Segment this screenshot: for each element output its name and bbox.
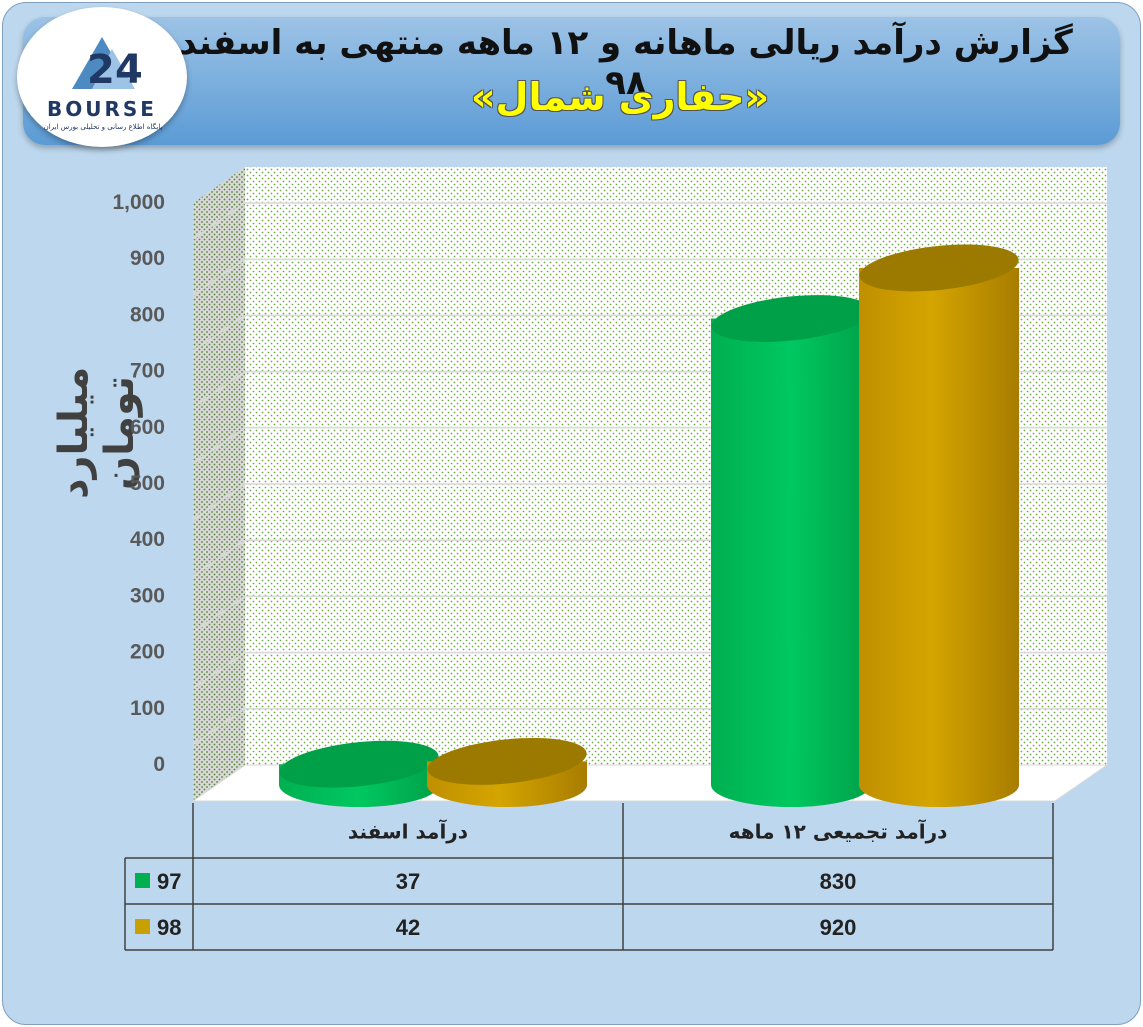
logo-tagline: پایگاه اطلاع رسانی و تحلیلی بورس ایران [43,123,163,131]
y-tick-label: 700 [130,360,165,383]
y-tick-label: 0 [153,753,165,776]
legend-swatch-97 [135,873,150,888]
bourse-logo: 2 4 BOURSE پایگاه اطلاع رسانی و تحلیلی ب… [17,7,187,147]
y-tick-label: 1,000 [112,191,165,214]
gridline-side [192,708,246,746]
chart-title: گزارش درآمد ریالی ماهانه و ۱۲ ماهه منتهی… [179,23,1073,103]
bar-top-98-0 [427,737,587,785]
table-cell: 830 [820,869,857,894]
table-cell: 42 [396,915,420,940]
gridline-side [192,595,246,634]
y-axis-ticks: 0 100 200 300 400 500 600 700 800 900 1,000 [112,191,165,776]
y-tick-label: 200 [130,641,165,664]
legend-label-97: 97 [157,869,181,894]
bars [279,244,1019,808]
gridline-side [192,651,246,690]
logo-wordmark: BOURSE [47,97,157,121]
y-tick-label: 300 [130,584,165,607]
y-tick-label: 400 [130,528,165,551]
y-tick-label: 600 [130,416,165,439]
gridline-side [192,258,246,296]
chart-subtitle: «حفاری شمال» [470,75,770,119]
bar-top-97-0 [279,740,439,788]
gridline-side [192,314,246,353]
svg-text:4: 4 [115,47,143,93]
data-table: درآمد اسفند درآمد تجمیعی ۱۲ ماهه 97 37 830 98… [124,803,1054,951]
title-banner: گزارش درآمد ریالی ماهانه و ۱۲ ماهه منتهی… [23,17,1120,145]
svg-text:2: 2 [87,47,115,93]
category-label: درآمد اسفند [348,819,468,844]
table-cell: 37 [396,869,420,894]
gridline-side [192,427,246,465]
gridline-side [192,483,246,521]
bar-chart: 0 100 200 300 400 500 600 700 800 900 1,000 درآمد … [112,167,1109,951]
bar-top-98-1 [859,244,1019,292]
logo-mark-icon: 2 4 [72,37,143,93]
bar-body-97-1 [711,318,871,807]
y-tick-label: 100 [130,697,165,720]
side-wall [193,167,245,801]
gridline-side [192,539,246,577]
table-cell: 920 [820,915,857,940]
bar-body-98-1 [859,267,1019,808]
legend-label-98: 98 [157,915,181,940]
category-label: درآمد تجمیعی ۱۲ ماهه [729,819,948,844]
y-tick-label: 800 [130,303,165,326]
legend-swatch-98 [135,919,150,934]
gridline-side [192,202,246,240]
gridline-side [192,370,246,409]
y-tick-label: 900 [130,247,165,270]
bar-top-97-1 [711,295,871,342]
y-tick-label: 500 [130,472,165,495]
